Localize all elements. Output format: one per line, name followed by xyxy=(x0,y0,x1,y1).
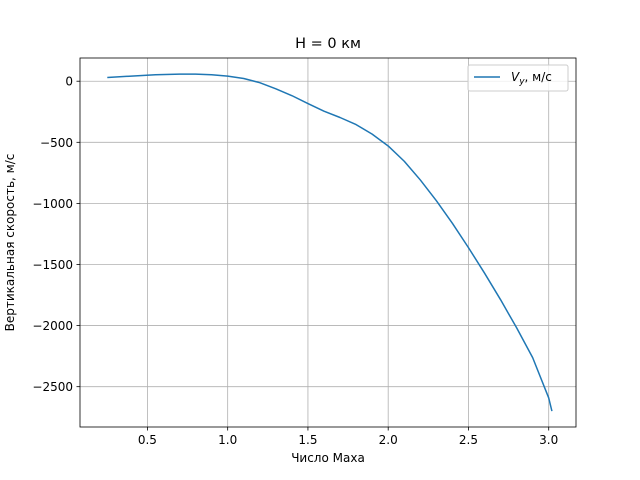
x-tick-label: 0.5 xyxy=(138,433,157,447)
y-tick-label: −1000 xyxy=(32,197,73,211)
series-line xyxy=(107,73,553,412)
y-axis-label: Вертикальная скорость, м/с xyxy=(3,154,17,332)
chart-title: H = 0 км xyxy=(295,36,361,52)
x-tick-label: 1.0 xyxy=(218,433,237,447)
x-tick-label: 2.5 xyxy=(459,433,478,447)
ticks: 0.5 1.0 1.5 2.0 2.5 3.0 0 −500 −1000 −1500 −2000 −2… xyxy=(32,75,558,447)
legend: Vy, м/с xyxy=(467,64,569,92)
axes-frame xyxy=(79,57,577,428)
legend-box xyxy=(467,64,569,92)
y-tick-label: 0 xyxy=(65,75,73,89)
x-tick-label: 2.0 xyxy=(379,433,398,447)
legend-label-rest: , м/с xyxy=(525,70,552,84)
legend-label: Vy, м/с xyxy=(511,70,552,87)
x-tick-label: 3.0 xyxy=(539,433,558,447)
y-tick-label: −2000 xyxy=(32,319,73,333)
x-axis-label: Число Маха xyxy=(291,451,365,465)
y-tick-label: −1500 xyxy=(32,258,73,272)
legend-label-subscript: y xyxy=(518,77,525,87)
legend-label-main: V xyxy=(511,70,520,84)
x-tick-label: 1.5 xyxy=(298,433,317,447)
series-layer xyxy=(107,73,553,412)
y-tick-label: −500 xyxy=(40,136,73,150)
grid xyxy=(80,58,576,427)
y-tick-label: −2500 xyxy=(32,380,73,394)
